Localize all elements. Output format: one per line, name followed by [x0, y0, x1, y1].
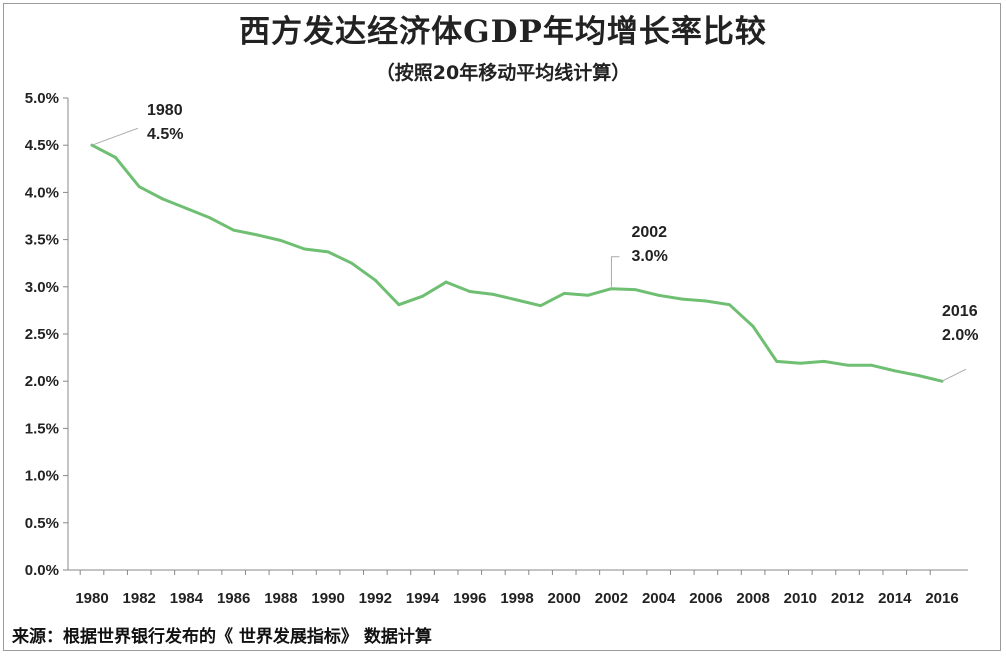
data-point [775, 359, 779, 363]
data-point [869, 363, 873, 367]
x-tick-label: 2012 [831, 590, 864, 607]
x-tick-label: 1984 [170, 590, 204, 607]
data-point [161, 197, 165, 201]
data-point [515, 298, 519, 302]
data-point [397, 303, 401, 307]
x-tick-label: 2000 [548, 590, 581, 607]
data-point [728, 303, 731, 307]
x-tick-label: 2016 [925, 590, 958, 607]
x-tick-label: 1992 [359, 590, 392, 607]
x-tick-label: 1998 [500, 590, 533, 607]
data-point [916, 374, 920, 377]
chart-title: 西方发达经济体GDP年均增长率比较 [239, 14, 767, 50]
y-tick-label: 3.0% [25, 279, 59, 296]
data-point [562, 292, 566, 295]
y-tick-label: 1.0% [25, 468, 59, 485]
data-point [373, 278, 377, 282]
data-point [137, 185, 141, 189]
x-tick-label: 2014 [878, 590, 912, 607]
data-point [539, 304, 543, 308]
data-point [610, 287, 613, 291]
annotation-year: 2002 [631, 224, 667, 241]
series-line [90, 143, 944, 383]
data-point [893, 369, 897, 373]
annotation-year: 1980 [147, 102, 183, 119]
data-point [751, 325, 755, 328]
data-point [255, 233, 259, 237]
annotation-year: 2016 [942, 303, 978, 320]
data-point [326, 250, 330, 254]
x-tick-label: 1990 [311, 590, 344, 607]
y-tick-label: 4.5% [25, 137, 59, 154]
annotations: 1980 4.5% 2002 3.0% 2016 2.0% [91, 102, 978, 382]
data-point [798, 361, 802, 365]
annotation-leader [941, 368, 967, 382]
x-tick-label: 1980 [75, 590, 108, 607]
chart-frame [3, 3, 1001, 651]
data-point [444, 280, 448, 284]
data-point [491, 292, 495, 296]
data-point [822, 359, 826, 363]
y-tick-label: 2.5% [25, 326, 59, 343]
x-tick-label: 2004 [642, 590, 676, 607]
data-point [680, 297, 684, 301]
y-tick-label: 3.5% [25, 232, 59, 249]
data-point [846, 363, 849, 367]
y-tick-label: 1.5% [25, 420, 59, 437]
data-point [303, 247, 306, 251]
x-tick-label: 1988 [264, 590, 297, 607]
annotation-value: 2.0% [942, 327, 978, 344]
x-tick-label: 2008 [736, 590, 769, 607]
plot-area [90, 143, 944, 383]
x-tick-label: 1986 [217, 590, 250, 607]
y-tick-label: 0.5% [25, 515, 59, 532]
x-tick-label: 2010 [784, 590, 817, 607]
x-tick-label: 1994 [406, 590, 440, 607]
data-point [468, 290, 472, 293]
x-tick-label: 2006 [689, 590, 722, 607]
annotation-leader [610, 256, 620, 287]
data-point [633, 288, 637, 292]
y-axis: 0.0% 0.5% 1.0% 1.5% 2.0% 2.5% 3.0% 3.5% 4.0% 4.5%… [25, 90, 69, 579]
x-tick-label: 1996 [453, 590, 486, 607]
annotation-value: 4.5% [147, 126, 183, 143]
y-tick-label: 4.0% [25, 184, 59, 201]
data-point [586, 293, 590, 297]
data-point [350, 261, 354, 265]
data-point [421, 294, 424, 298]
y-tick-label: 2.0% [25, 373, 59, 390]
y-tick-label: 5.0% [25, 90, 59, 107]
data-point [208, 216, 212, 220]
source-note: 来源：根据世界银行发布的《 世界发展指标》 数据计算 [12, 627, 432, 647]
x-tick-label: 2002 [595, 590, 628, 607]
x-tick-label: 1982 [123, 590, 156, 607]
data-point [279, 239, 283, 242]
data-point [704, 299, 708, 303]
data-point [657, 293, 661, 297]
data-point [232, 228, 236, 232]
annotation-value: 3.0% [631, 248, 667, 265]
y-tick-label: 0.0% [25, 562, 59, 579]
data-point [185, 207, 188, 210]
x-axis: 1980 1982 1984 1986 1988 1990 1992 1994 1996 1998… [68, 569, 968, 607]
annotation-leader [91, 127, 139, 146]
chart-subtitle: （按照20年移动平均线计算） [375, 62, 631, 84]
data-point [114, 156, 118, 159]
